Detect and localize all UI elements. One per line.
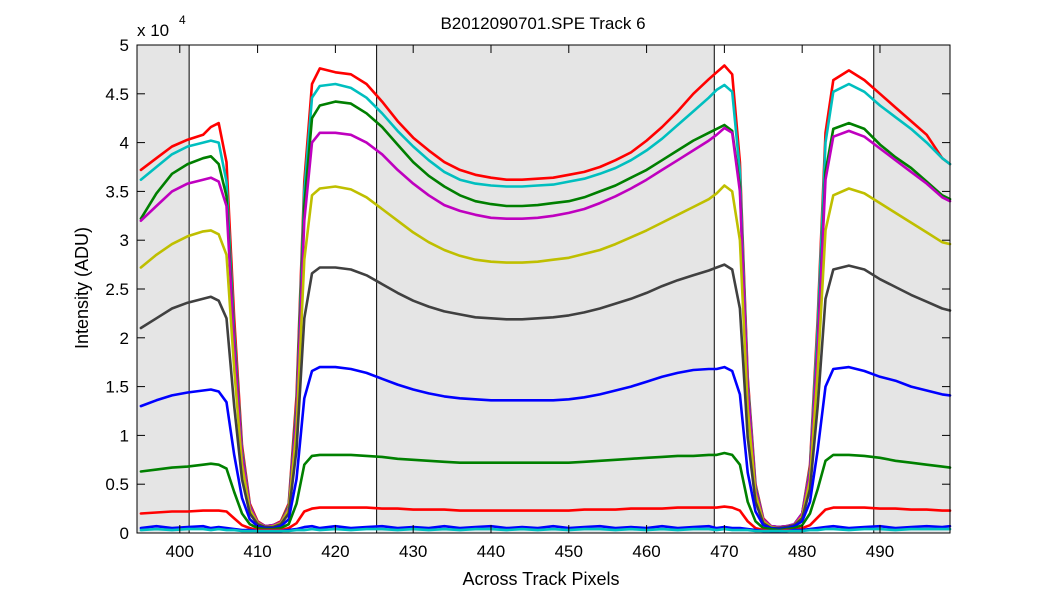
axis-ticks: 400 410 420 430 440 450 460 470 480 490 0 0.5 1 1.5 2 2… bbox=[105, 36, 950, 561]
y-tick-label: 4 bbox=[120, 134, 129, 153]
series-line-8 bbox=[139, 451, 952, 532]
y-axis-label: Intensity (ADU) bbox=[72, 227, 92, 349]
x-axis-label: Across Track Pixels bbox=[462, 569, 619, 589]
x-tick-label: 420 bbox=[321, 542, 349, 561]
y-tick-label: 0 bbox=[120, 524, 129, 543]
x-tick-label: 450 bbox=[555, 542, 583, 561]
y-tick-label: 1 bbox=[120, 426, 129, 445]
x-tick-label: 460 bbox=[632, 542, 660, 561]
y-exponent-prefix: x 10 bbox=[137, 21, 169, 40]
shaded-region-1 bbox=[137, 45, 190, 533]
chart-title: B2012090701.SPE Track 6 bbox=[440, 14, 645, 33]
series-line-7 bbox=[139, 365, 952, 531]
y-tick-label: 4.5 bbox=[105, 85, 129, 104]
shaded-region-3 bbox=[873, 45, 950, 533]
y-tick-label: 5 bbox=[120, 36, 129, 55]
y-exponent-power: 4 bbox=[179, 13, 186, 27]
x-tick-label: 470 bbox=[710, 542, 738, 561]
y-tick-label: 3 bbox=[120, 231, 129, 250]
region-boundary-lines bbox=[188, 45, 875, 533]
series-line-6 bbox=[139, 263, 952, 530]
x-tick-label: 480 bbox=[788, 542, 816, 561]
y-tick-label: 2.5 bbox=[105, 280, 129, 299]
x-tick-label: 440 bbox=[477, 542, 505, 561]
series-lines bbox=[139, 64, 952, 533]
y-tick-label: 1.5 bbox=[105, 378, 129, 397]
y-tick-label: 0.5 bbox=[105, 475, 129, 494]
y-tick-label: 3.5 bbox=[105, 182, 129, 201]
x-tick-label: 490 bbox=[866, 542, 894, 561]
x-tick-label: 430 bbox=[399, 542, 427, 561]
y-tick-label: 2 bbox=[120, 329, 129, 348]
series-line-11 bbox=[139, 527, 952, 533]
x-tick-label: 410 bbox=[243, 542, 271, 561]
x-tick-label: 400 bbox=[166, 542, 194, 561]
